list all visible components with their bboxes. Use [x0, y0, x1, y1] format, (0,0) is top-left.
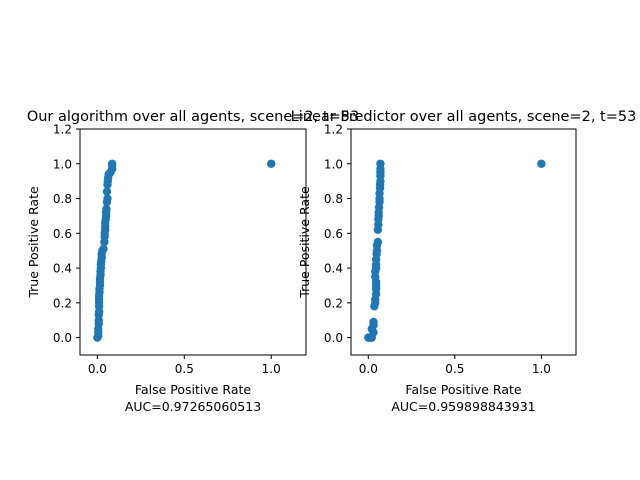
y-tick-label: 1.2	[53, 123, 72, 137]
data-point	[107, 159, 117, 168]
x-tick-label: 0.5	[445, 362, 464, 376]
chart-panel-1: 0.0 0.5 1.0 0.0 0.2 0.4 0.6 0.8 1.0 1.2 False Posi…	[26, 109, 359, 414]
data-point	[102, 187, 112, 196]
y-tick-label: 0.4	[324, 262, 343, 276]
y-tick-label: 0.4	[53, 262, 72, 276]
y-tick-label: 1.2	[324, 123, 343, 137]
y-tick-label: 0.6	[324, 227, 343, 241]
data-point	[369, 317, 378, 327]
x-tick-label: 1.0	[262, 362, 281, 376]
y-tick-label: 0.8	[53, 192, 72, 206]
y-axis-label: True Positive Rate	[297, 186, 312, 299]
x-axis-label: False Positive Rate	[135, 382, 251, 397]
x-tick-label: 1.0	[532, 362, 551, 376]
y-tick-label: 0.0	[53, 331, 72, 345]
y-axis-label: True Positive Rate	[26, 186, 41, 299]
y-tick-label: 0.0	[324, 331, 343, 345]
data-point	[99, 244, 108, 254]
data-point	[373, 237, 383, 247]
data-point	[103, 194, 112, 203]
y-tick-label: 0.8	[324, 192, 343, 206]
data-point	[267, 159, 276, 168]
x-tick-label: 0.0	[88, 362, 107, 376]
auc-label: AUC=0.959898843931	[391, 399, 535, 414]
data-point	[537, 159, 546, 168]
y-tick-label: 0.6	[53, 227, 72, 241]
data-point	[376, 159, 385, 168]
x-tick-label: 0.5	[175, 362, 194, 376]
chart-title: Our algorithm over all agents, scene=2, …	[27, 109, 359, 125]
y-tick-label: 1.0	[324, 157, 343, 171]
x-tick-label: 0.0	[359, 362, 378, 376]
y-tick-label: 0.2	[53, 296, 72, 310]
data-point	[102, 204, 111, 214]
chart-panel-2: 0.0 0.5 1.0 0.0 0.2 0.4 0.6 0.8 1.0 1.2 False Posi…	[291, 109, 637, 414]
chart-title: Linear Predictor over all agents, scene=…	[291, 109, 637, 125]
y-tick-label: 0.2	[324, 296, 343, 310]
plot-frame	[79, 128, 307, 356]
auc-label: AUC=0.97265060513	[125, 399, 261, 414]
y-tick-label: 1.0	[53, 157, 72, 171]
x-axis-label: False Positive Rate	[405, 382, 521, 397]
plot-frame	[350, 128, 577, 356]
